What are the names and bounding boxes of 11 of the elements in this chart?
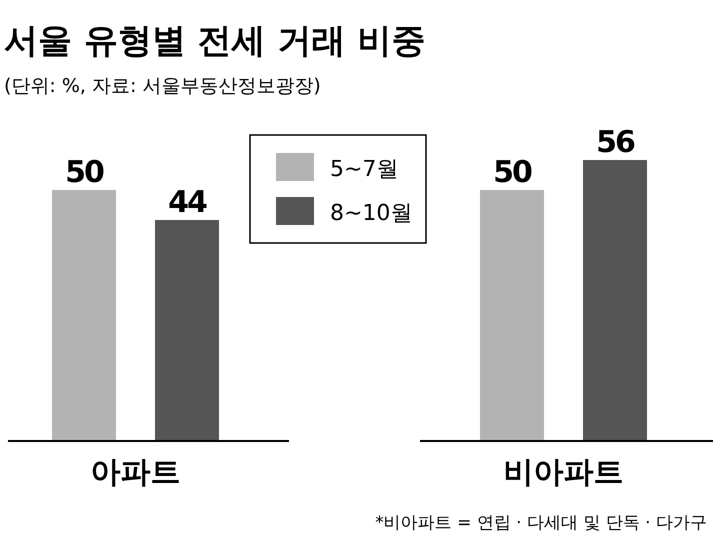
text: *비아파트 = 연립 · 다세대 및 단독 · 다가구 [375, 513, 707, 533]
legend-label: 5~7월 [330, 157, 398, 182]
data-label: 50 [65, 155, 104, 190]
data-label: 50 [493, 155, 532, 190]
x-tick-label: 비아파트 [504, 455, 624, 490]
x-tick-label: 아파트 [90, 455, 180, 490]
chart-title: 서울 유형별 전세 거래 비중 [4, 21, 426, 61]
chart-subtitle: (단위: %, 자료: 서울부동산정보광장) [4, 75, 321, 97]
data-label: 44 [168, 185, 207, 220]
data-label: 56 [596, 125, 635, 160]
legend-label: 8~10월 [330, 201, 412, 226]
